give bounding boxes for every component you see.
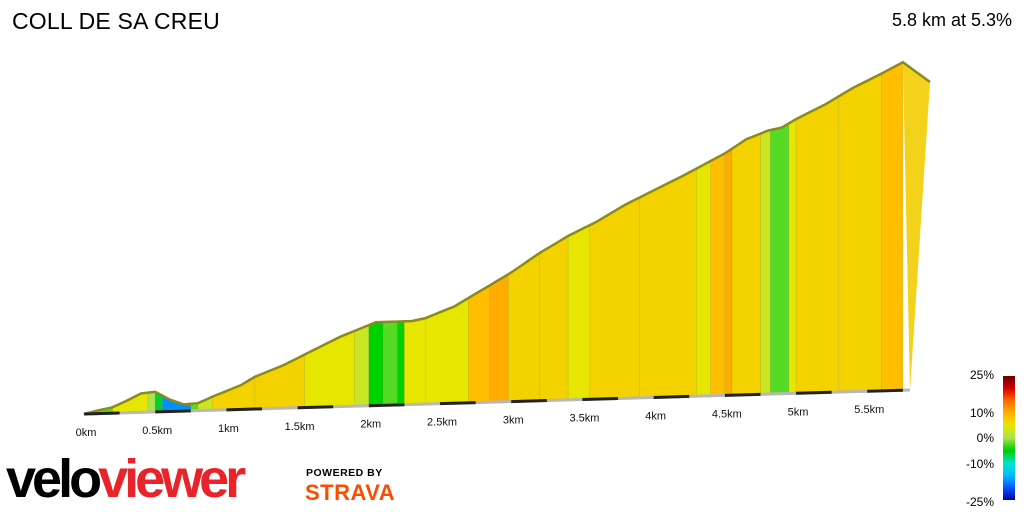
gradient-segment-9 <box>254 354 306 410</box>
scale-label-0: 0% <box>976 431 994 445</box>
gradient-color-scale <box>1003 376 1015 500</box>
axis-band-3 <box>297 405 334 410</box>
axis-band-5 <box>439 401 476 406</box>
gradient-segment-19 <box>508 252 541 403</box>
gradient-segment-14 <box>396 320 405 406</box>
elevation-line <box>83 60 931 416</box>
x-tick-label: 4km <box>645 410 666 422</box>
axis-band-4 <box>368 403 405 408</box>
gradient-segment-24 <box>696 160 711 397</box>
gradient-segment-29 <box>770 122 790 395</box>
axis-band-0 <box>83 411 120 416</box>
gradient-segment-31 <box>795 95 840 394</box>
gradient-segment-23 <box>639 168 697 399</box>
gradient-segment-20 <box>539 235 569 402</box>
veloviewer-logo[interactable]: veloviewer <box>6 448 246 510</box>
gradient-segment-26 <box>724 148 733 396</box>
strava-logo[interactable]: STRAVA <box>305 480 396 505</box>
gradient-segment-32 <box>838 73 882 393</box>
gradient-segment-11 <box>354 324 370 407</box>
x-tick-label: 1km <box>218 423 239 435</box>
climb-summary: 5.8 km at 5.3% <box>891 10 1012 30</box>
gradient-segment-13 <box>382 321 398 406</box>
gradient-segment-3 <box>147 391 156 413</box>
x-tick-label: 3.5km <box>569 413 599 425</box>
gradient-segment-22 <box>589 197 640 400</box>
powered-by-label: POWERED BY <box>306 467 383 479</box>
x-tick-label: 1.5km <box>285 421 315 433</box>
axis-band-10 <box>796 390 832 395</box>
gradient-segment-27 <box>731 133 761 396</box>
gradient-segment-18 <box>489 273 509 403</box>
profile-right-face <box>902 62 930 390</box>
gradient-segment-25 <box>710 152 726 397</box>
logo-velo-text: velo <box>6 449 102 509</box>
scale-label-25: 25% <box>969 368 994 382</box>
gradient-segment-21 <box>567 224 590 401</box>
gradient-segment-12 <box>368 321 384 407</box>
gradient-segment-33 <box>881 61 904 392</box>
x-tick-label: 5km <box>788 406 809 418</box>
logo-viewer-text: viewer <box>98 449 246 509</box>
gradient-segment-17 <box>468 284 491 404</box>
gradient-segment-30 <box>788 118 797 394</box>
x-tick-label: 2.5km <box>427 417 457 429</box>
x-tick-label: 2km <box>360 419 381 431</box>
x-tick-label: 5.5km <box>854 404 884 416</box>
axis-band-11 <box>867 388 903 393</box>
climb-title: COLL DE SA CREU <box>12 8 220 34</box>
axis-band-7 <box>582 396 619 402</box>
x-tick-label: 0.5km <box>142 425 172 437</box>
gradient-segment-28 <box>760 129 771 395</box>
x-tick-label: 4.5km <box>712 408 742 420</box>
x-tick-label: 3km <box>503 415 524 427</box>
axis-band-9 <box>724 392 761 397</box>
distance-axis <box>83 388 911 416</box>
scale-label-neg10: -10% <box>965 457 994 471</box>
scale-label-neg25: -25% <box>965 495 994 509</box>
gradient-segment-15 <box>404 317 427 406</box>
axis-band-6 <box>511 399 547 404</box>
scale-label-10: 10% <box>969 406 994 420</box>
axis-band-2 <box>226 407 263 412</box>
axis-band-1 <box>155 409 191 414</box>
gradient-segment-2 <box>112 392 149 414</box>
gradient-segment-16 <box>425 297 469 405</box>
axis-band-8 <box>653 394 690 399</box>
x-tick-label: 0km <box>76 427 97 439</box>
